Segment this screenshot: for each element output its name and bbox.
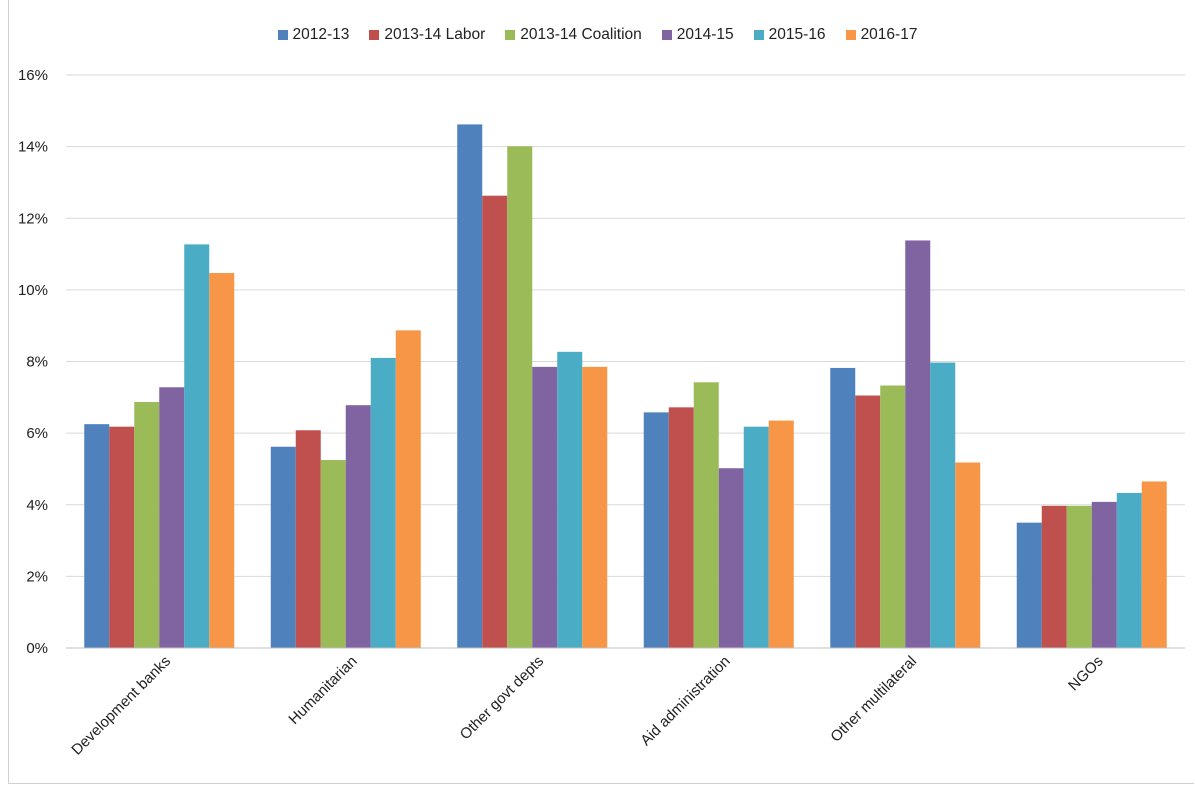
bar-other-multilateral-2015-16	[930, 362, 956, 648]
x-tick-label: Humanitarian	[285, 653, 360, 728]
bar-humanitarian-2014-15	[345, 405, 371, 648]
y-tick-label: 14%	[18, 139, 48, 156]
bar-aid-administration-2013-14-labor	[668, 407, 694, 648]
bar-ngos-2014-15	[1091, 501, 1117, 648]
legend-item-2013-14-coalition: 2013-14 Coalition	[505, 26, 642, 44]
legend-item-2013-14-labor: 2013-14 Labor	[369, 26, 485, 44]
bar-ngos-2013-14-labor	[1041, 505, 1067, 648]
y-tick-label: 12%	[18, 210, 48, 227]
bar-other-multilateral-2012-13	[830, 367, 856, 648]
y-tick-label: 4%	[26, 497, 48, 514]
bar-humanitarian-2013-14-labor	[295, 430, 321, 648]
gridlines	[66, 74, 1185, 577]
bar-humanitarian-2016-17	[395, 330, 421, 648]
y-axis-ticks: 0% 2% 4% 6% 8% 10% 12% 14% 16%	[18, 67, 48, 657]
legend-swatch	[505, 30, 516, 40]
bar-other-govt-depts-2016-17	[582, 366, 608, 648]
legend-item-2016-17: 2016-17	[845, 26, 918, 44]
bar-humanitarian-2015-16	[370, 357, 396, 648]
y-tick-label: 16%	[18, 67, 48, 84]
bar-ngos-2015-16	[1116, 492, 1142, 648]
bar-ngos-2012-13	[1016, 522, 1042, 648]
bar-development-banks-2014-15	[159, 387, 185, 648]
legend-item-2014-15: 2014-15	[661, 26, 734, 44]
bar-other-multilateral-2013-14-coalition	[880, 385, 906, 648]
legend-swatch	[661, 30, 672, 40]
y-tick-label: 6%	[26, 425, 48, 442]
chart-legend: 2012-13 2013-14 Labor 2013-14 Coalition 201…	[0, 26, 1195, 44]
legend-swatch	[277, 30, 288, 40]
legend-swatch	[369, 30, 380, 40]
y-tick-label: 2%	[26, 568, 48, 585]
legend-label: 2012-13	[292, 26, 350, 43]
bar-development-banks-2016-17	[209, 273, 235, 648]
x-axis-ticks: Development banks Humanitarian Other govt …	[68, 653, 1106, 759]
legend-label: 2015-16	[768, 26, 826, 43]
bar-other-multilateral-2013-14-labor	[855, 395, 881, 648]
y-tick-label: 0%	[26, 640, 48, 657]
bar-development-banks-2015-16	[184, 244, 210, 648]
x-tick-label: Other multilateral	[827, 653, 920, 746]
bar-aid-administration-2014-15	[718, 468, 744, 648]
legend-label: 2013-14 Labor	[384, 26, 486, 43]
legend-label: 2013-14 Coalition	[520, 26, 642, 43]
bar-development-banks-2013-14-coalition	[134, 401, 160, 648]
legend-label: 2014-15	[676, 26, 734, 43]
legend-swatch	[753, 30, 764, 40]
x-tick-label: Development banks	[68, 653, 174, 759]
legend-item-2015-16: 2015-16	[753, 26, 826, 44]
bar-development-banks-2013-14-labor	[109, 426, 135, 648]
bar-aid-administration-2012-13	[643, 412, 669, 648]
bar-humanitarian-2012-13	[270, 446, 296, 648]
legend-label: 2016-17	[860, 26, 918, 43]
chart-frame	[8, 0, 1194, 784]
y-tick-label: 8%	[26, 354, 48, 371]
y-tick-label: 10%	[18, 282, 48, 299]
bar-aid-administration-2015-16	[743, 426, 769, 648]
bar-aid-administration-2013-14-coalition	[693, 382, 719, 648]
bar-ngos-2016-17	[1141, 481, 1167, 648]
bar-humanitarian-2013-14-coalition	[320, 459, 346, 648]
bars	[84, 124, 1167, 649]
bar-other-govt-depts-2013-14-coalition	[507, 146, 533, 648]
bar-other-multilateral-2014-15	[905, 240, 931, 649]
legend-swatch	[845, 30, 856, 40]
bar-other-govt-depts-2012-13	[457, 124, 483, 648]
x-tick-label: Other govt depts	[457, 653, 547, 743]
bar-aid-administration-2016-17	[768, 420, 794, 648]
bar-ngos-2013-14-coalition	[1066, 505, 1092, 648]
x-tick-label: Aid administration	[637, 653, 733, 749]
bar-other-govt-depts-2013-14-labor	[482, 195, 508, 649]
bar-development-banks-2012-13	[84, 424, 110, 648]
bar-other-govt-depts-2015-16	[557, 351, 583, 648]
x-tick-label: NGOs	[1065, 653, 1106, 694]
bar-other-govt-depts-2014-15	[532, 366, 558, 648]
bar-other-multilateral-2016-17	[955, 462, 981, 648]
legend-item-2012-13: 2012-13	[277, 26, 350, 44]
